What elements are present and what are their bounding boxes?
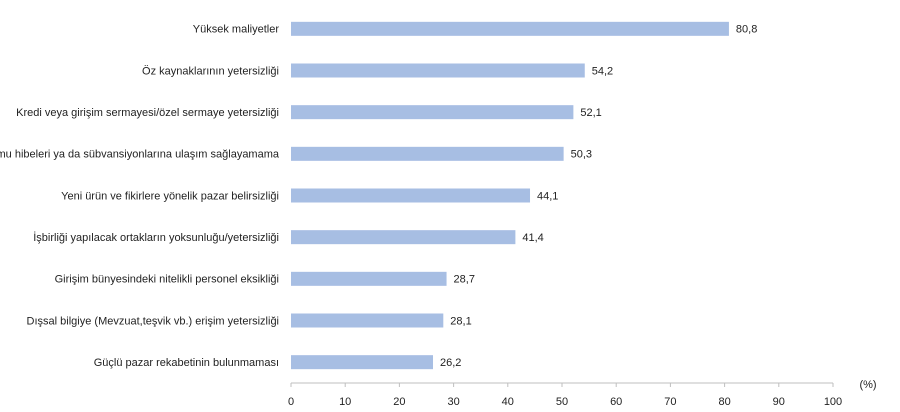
value-label: 28,7 [454,274,475,286]
y-tick-label: Dışsal bilgiye (Mevzuat,teşvik vb.) eriş… [27,315,279,327]
x-tick-label: 30 [447,396,459,408]
bar [291,188,531,203]
value-label: 26,2 [440,357,461,369]
bar [291,271,447,286]
y-tick-label: Girişim bünyesindeki nitelikli personel … [55,274,279,286]
x-axis-label: (%) [859,379,876,391]
value-label: 52,1 [580,107,601,119]
value-label: 44,1 [537,190,558,202]
bar [291,355,434,370]
x-tick-label: 60 [610,396,622,408]
x-tick-label: 20 [393,396,405,408]
x-tick-label: 70 [664,396,676,408]
bar [291,21,729,36]
bar [291,313,444,328]
value-label: 80,8 [736,24,757,36]
x-tick-label: 50 [556,396,568,408]
x-tick-label: 10 [339,396,351,408]
y-tick-label: Kamu hibeleri ya da sübvansiyonlarına ul… [0,149,280,161]
y-tick-label: Kredi veya girişim sermayesi/özel sermay… [16,107,279,119]
x-tick-label: 90 [773,396,785,408]
value-label: 28,1 [450,315,471,327]
x-tick-label: 80 [718,396,730,408]
bar [291,146,564,161]
y-tick-label: Yüksek maliyetler [193,24,280,36]
value-label: 54,2 [592,65,613,77]
bar [291,63,585,78]
bar [291,230,516,245]
y-tick-label: Öz kaynaklarının yetersizliği [142,65,279,77]
y-tick-label: İşbirliği yapılacak ortakların yoksunluğ… [33,231,279,244]
value-label: 50,3 [571,149,592,161]
y-tick-label: Güçlü pazar rekabetinin bulunmaması [94,357,279,369]
bar [291,105,574,120]
y-tick-label: Yeni ürün ve fikirlere yönelik pazar bel… [61,190,279,202]
x-tick-label: 0 [288,396,294,408]
x-tick-label: 40 [502,396,514,408]
value-label: 41,4 [522,232,543,244]
x-tick-label: 100 [824,396,842,408]
